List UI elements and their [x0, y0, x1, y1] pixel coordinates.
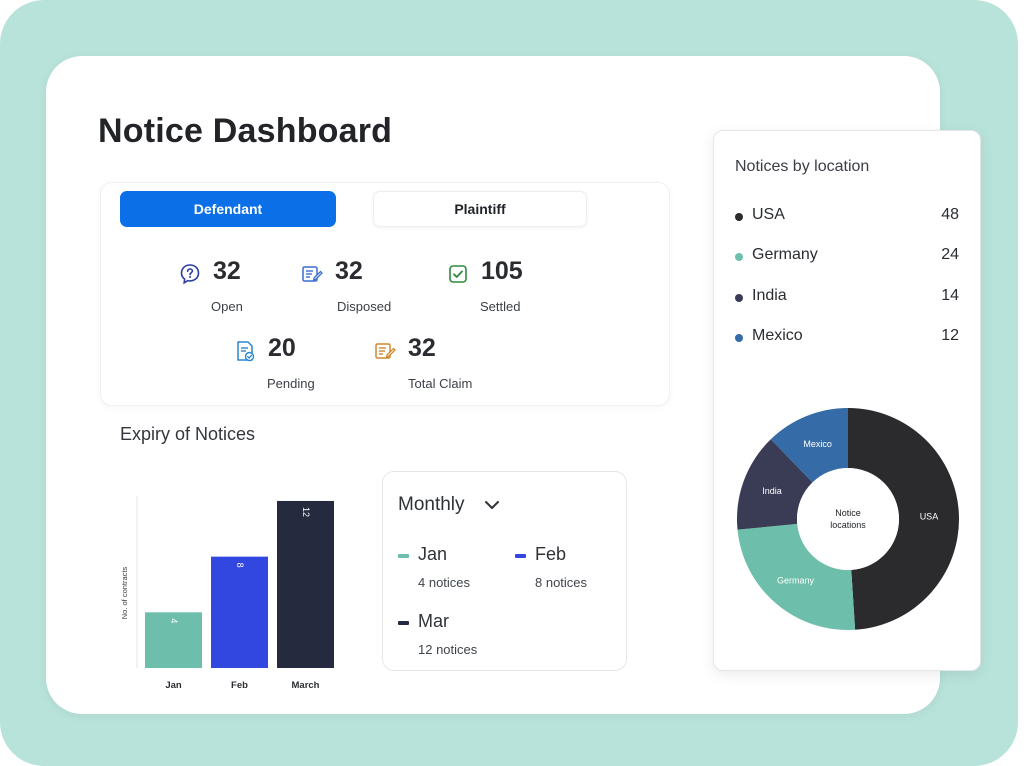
edit-note-icon — [375, 343, 396, 359]
legend-swatch-jan — [398, 554, 409, 558]
location-dot-usa — [735, 213, 743, 221]
location-value-india: 14 — [941, 287, 959, 304]
location-name-india: India — [752, 287, 787, 304]
legend-swatch-mar — [398, 621, 409, 625]
location-value-mexico: 12 — [941, 327, 959, 344]
chevron-down-icon[interactable] — [483, 496, 501, 514]
bar-data-label-jan: 4 — [169, 618, 179, 623]
donut-center — [797, 468, 899, 570]
location-title: Notices by location — [735, 158, 870, 175]
location-name-mexico: Mexico — [752, 327, 803, 344]
location-row-india: India 14 — [735, 287, 959, 309]
stats-panel: Defendant Plaintiff 32 Open 32 Disposed … — [100, 182, 670, 406]
x-tick-label-feb: Feb — [231, 680, 248, 691]
period-selector[interactable]: Monthly — [398, 494, 465, 515]
edit-document-icon — [302, 266, 323, 282]
tab-plaintiff[interactable]: Plaintiff — [373, 191, 587, 227]
page-title: Notice Dashboard — [98, 112, 393, 150]
stat-pending-label: Pending — [267, 376, 315, 391]
slice-mexico — [770, 408, 848, 483]
location-donut-chart: USA Germany India Mexico Notice locations — [737, 408, 960, 630]
donut-center-label-line-1: Notice — [835, 508, 861, 518]
location-value-germany: 24 — [941, 246, 959, 263]
stat-settled-value: 105 — [481, 257, 523, 285]
location-dot-germany — [735, 253, 743, 261]
stat-open-label: Open — [211, 299, 243, 314]
y-axis-label: No. of contracts — [120, 566, 129, 619]
location-row-mexico: Mexico 12 — [735, 327, 959, 349]
bar-feb — [211, 556, 268, 668]
bar-data-label-march: 12 — [301, 507, 311, 517]
stat-settled-label: Settled — [480, 299, 521, 314]
slice-label-usa: USA — [920, 511, 939, 521]
legend-name-mar: Mar — [418, 611, 449, 631]
location-value-usa: 48 — [941, 206, 959, 223]
stat-open-value: 32 — [213, 257, 241, 285]
location-row-usa: USA 48 — [735, 206, 959, 228]
x-tick-label-jan: Jan — [165, 680, 182, 691]
slice-india — [737, 439, 813, 530]
check-square-icon — [449, 265, 467, 283]
stat-total-claim-value: 32 — [408, 334, 436, 362]
bar-march — [277, 500, 334, 668]
expiry-title: Expiry of Notices — [120, 424, 256, 444]
x-tick-label-march: March — [292, 680, 320, 691]
location-row-germany: Germany 24 — [735, 246, 959, 268]
legend-count-feb: 8 notices — [535, 575, 588, 590]
legend-count-jan: 4 notices — [418, 575, 471, 590]
slice-label-germany: Germany — [777, 576, 815, 586]
tab-defendant[interactable]: Defendant — [120, 191, 336, 227]
stat-pending-value: 20 — [268, 334, 296, 362]
monthly-legend-card: Monthly Jan 4 notices Feb 8 notices Mar … — [382, 471, 627, 671]
stat-disposed-value: 32 — [335, 257, 363, 285]
legend-name-jan: Jan — [418, 544, 448, 564]
location-name-germany: Germany — [752, 246, 818, 263]
slice-usa — [848, 408, 960, 630]
bar-data-label-feb: 8 — [235, 563, 245, 568]
location-dot-mexico — [735, 334, 743, 342]
slice-label-mexico: Mexico — [803, 439, 832, 449]
stat-disposed-label: Disposed — [337, 299, 392, 314]
stat-total-claim-label: Total Claim — [408, 376, 473, 391]
location-panel: Notices by location USA 48 Germany 24 In… — [713, 130, 981, 671]
slice-germany — [737, 523, 856, 630]
donut-center-label-line-2: locations — [830, 520, 866, 530]
bar-jan — [145, 612, 202, 668]
document-check-icon — [237, 341, 255, 362]
location-name-usa: USA — [752, 206, 785, 223]
slice-label-india: India — [762, 486, 782, 496]
legend-swatch-feb — [515, 554, 526, 558]
question-bubble-icon — [180, 264, 200, 285]
location-dot-india — [735, 294, 743, 302]
legend-name-feb: Feb — [535, 544, 567, 564]
expiry-bar-chart: No. of contracts 4 Jan 8 Feb 12 March — [120, 496, 334, 691]
legend-count-mar: 12 notices — [418, 642, 478, 657]
